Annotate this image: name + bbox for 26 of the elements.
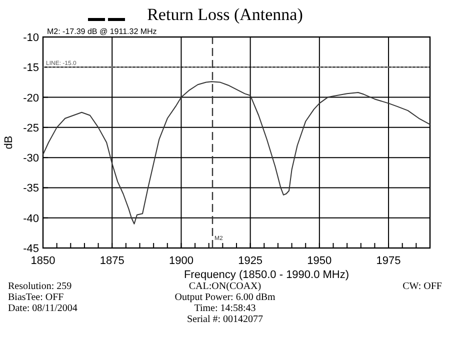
y-tick-label: -40: [23, 212, 39, 225]
chart-title: Return Loss (Antenna): [147, 5, 303, 24]
y-tick-label: -10: [23, 32, 39, 44]
text: Resolution: 259: [8, 281, 72, 292]
x-tick-label: 1925: [238, 255, 263, 267]
y-tick-label: -20: [23, 92, 39, 104]
x-tick-label: 1950: [307, 255, 332, 267]
text: Date: 08/11/2004: [8, 303, 78, 314]
x-tick-label: 1900: [168, 255, 194, 267]
x-tick-label: 1975: [376, 255, 401, 267]
y-axis-title: dB: [3, 136, 15, 150]
y-tick-label: -45: [23, 243, 39, 255]
text: Time: 14:58:43: [194, 303, 256, 314]
y-tick-label: -35: [23, 182, 39, 195]
text: Serial #: 00142077: [186, 314, 264, 325]
x-tick-label: 1875: [100, 255, 124, 267]
text: M2: -17.39 dB @ 1911.32 MHz: [47, 27, 157, 36]
text: CAL:ON(COAX): [188, 281, 262, 292]
text: Output Power: 6.00 dBm: [174, 292, 276, 303]
y-tick-label: -25: [23, 122, 39, 134]
x-axis-title: Frequency (1850.0 - 1990.0 MHz): [184, 269, 350, 281]
y-tick-label: -15: [23, 62, 39, 74]
x-tick-label: 1850: [30, 255, 56, 267]
y-tick-label: -30: [23, 152, 39, 165]
text: BiasTee: OFF: [8, 292, 64, 303]
text: CW: OFF: [402, 281, 442, 292]
